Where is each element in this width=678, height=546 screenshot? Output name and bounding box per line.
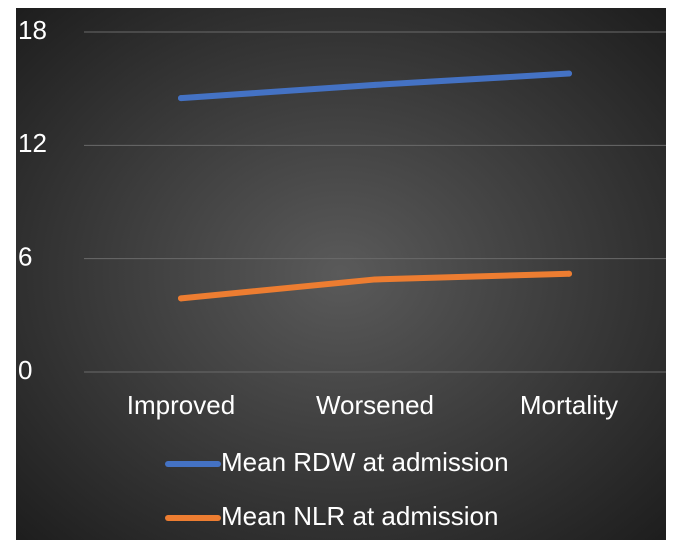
data-point (372, 81, 378, 88)
chart-frame: 0 6 12 18 Improved Worsened Mortality Mean RD… (16, 8, 666, 540)
data-point (566, 270, 572, 277)
line-chart: 0 6 12 18 Improved Worsened Mortality Mean RD… (16, 8, 666, 540)
x-tick-label: Improved (127, 390, 235, 420)
legend-label: Mean NLR at admission (221, 501, 498, 531)
data-point (566, 70, 572, 77)
legend: Mean RDW at admission Mean NLR at admissi… (165, 447, 509, 531)
y-axis-ticks: 0 6 12 18 (18, 15, 47, 385)
y-tick-label: 6 (18, 242, 32, 272)
y-tick-label: 12 (18, 128, 47, 158)
data-point (178, 95, 184, 102)
x-axis-ticks: Improved Worsened Mortality (127, 390, 618, 420)
data-point (372, 276, 378, 283)
x-tick-label: Worsened (316, 390, 434, 420)
legend-label: Mean RDW at admission (221, 447, 509, 477)
data-point (178, 295, 184, 302)
y-tick-label: 18 (18, 15, 47, 45)
series-lines (178, 70, 572, 302)
gridlines (84, 31, 666, 373)
x-tick-label: Mortality (520, 390, 618, 420)
y-tick-label: 0 (18, 355, 32, 385)
